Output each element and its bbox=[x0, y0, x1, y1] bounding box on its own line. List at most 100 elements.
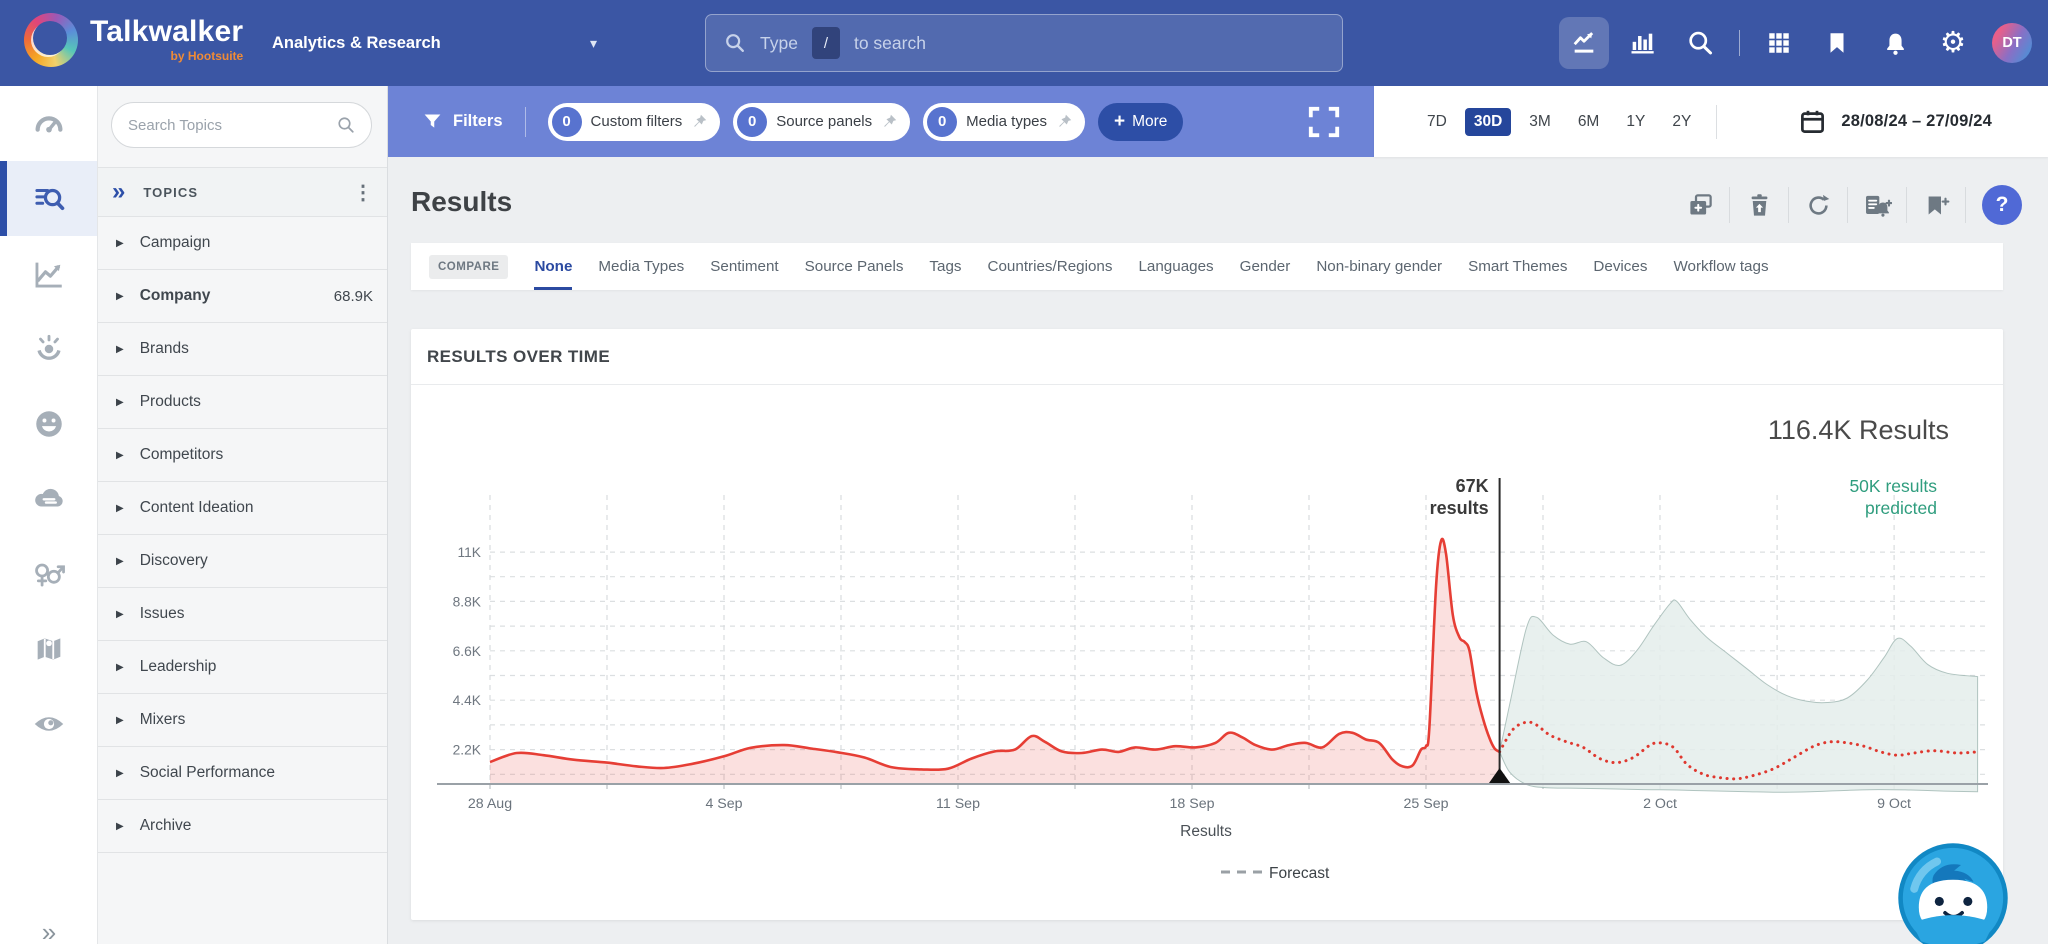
filter-chip[interactable]: 0 Media types bbox=[923, 102, 1085, 141]
results-area[interactable] bbox=[490, 538, 1500, 784]
expand-triangle-icon[interactable]: ▶ bbox=[116, 555, 124, 567]
rail-geography[interactable] bbox=[0, 611, 97, 686]
rail-influencers[interactable] bbox=[0, 311, 97, 386]
user-avatar[interactable]: DT bbox=[1992, 23, 2032, 63]
map-icon bbox=[37, 637, 60, 660]
expand-triangle-icon[interactable]: ▶ bbox=[116, 290, 124, 302]
kebab-menu-icon[interactable]: ⋮ bbox=[353, 181, 373, 204]
time-range-6m[interactable]: 6M bbox=[1577, 112, 1600, 130]
tab-source-panels[interactable]: Source Panels bbox=[804, 258, 904, 275]
legend-forecast[interactable]: Forecast bbox=[1269, 865, 1330, 882]
tab-gender[interactable]: Gender bbox=[1239, 258, 1291, 275]
tab-devices[interactable]: Devices bbox=[1593, 258, 1648, 275]
save-view-button[interactable] bbox=[1919, 188, 1953, 222]
date-range-picker[interactable]: 28/08/24 – 27/09/24 bbox=[1799, 108, 1992, 135]
expand-triangle-icon[interactable]: ▶ bbox=[116, 820, 124, 832]
expand-triangle-icon[interactable]: ▶ bbox=[116, 714, 124, 726]
tab-smart-themes[interactable]: Smart Themes bbox=[1468, 258, 1568, 275]
workspace-selector[interactable]: Analytics & Research bbox=[272, 33, 441, 52]
topic-list-item[interactable]: ▶ Products bbox=[98, 376, 387, 429]
actions-divider bbox=[1788, 187, 1789, 223]
tab-countries-regions[interactable]: Countries/Regions bbox=[987, 258, 1113, 275]
search-topics-input[interactable]: Search Topics bbox=[111, 102, 372, 148]
chat-assistant-button[interactable] bbox=[1896, 841, 2010, 944]
topic-label: Discovery bbox=[139, 552, 208, 569]
rail-dashboard[interactable] bbox=[0, 86, 97, 161]
rail-sentiment[interactable] bbox=[0, 386, 97, 461]
tab-workflow-tags[interactable]: Workflow tags bbox=[1673, 258, 1769, 275]
filter-chip[interactable]: 0 Custom filters bbox=[547, 102, 721, 141]
reports-button[interactable] bbox=[1617, 17, 1667, 69]
rail-word-cloud[interactable] bbox=[0, 461, 97, 536]
expand-triangle-icon[interactable]: ▶ bbox=[116, 661, 124, 673]
rail-monitoring[interactable] bbox=[0, 686, 97, 761]
filter-chip[interactable]: 0 Source panels bbox=[733, 102, 911, 141]
tab-tags[interactable]: Tags bbox=[929, 258, 962, 275]
add-to-dashboard-button[interactable] bbox=[1683, 188, 1717, 222]
more-filters-button[interactable]: + More bbox=[1098, 102, 1184, 141]
rail-trend-analytics[interactable] bbox=[0, 236, 97, 311]
help-button[interactable]: ? bbox=[1982, 185, 2022, 225]
expand-triangle-icon[interactable]: ▶ bbox=[116, 608, 124, 620]
topic-list-item[interactable]: ▶ Issues bbox=[98, 588, 387, 641]
global-search-input[interactable]: Type / to search bbox=[705, 14, 1343, 72]
topic-list-item[interactable]: ▶ Campaign bbox=[98, 217, 387, 270]
analytics-line-chart-button[interactable] bbox=[1559, 17, 1609, 69]
topic-label: Company bbox=[139, 287, 211, 304]
topic-list-item[interactable]: ▶ Content Ideation bbox=[98, 482, 387, 535]
forecast-confidence-band[interactable] bbox=[1499, 599, 1979, 793]
fullscreen-button[interactable] bbox=[1306, 104, 1342, 140]
talkwalker-logo[interactable]: Talkwalker by Hootsuite bbox=[24, 13, 243, 67]
rail-demographics[interactable] bbox=[0, 536, 97, 611]
chevron-down-icon[interactable]: ▾ bbox=[590, 34, 598, 51]
actions-divider bbox=[1906, 187, 1907, 223]
expand-triangle-icon[interactable]: ▶ bbox=[116, 767, 124, 779]
topics-panel-title: TOPICS bbox=[143, 184, 199, 200]
expand-triangle-icon[interactable]: ▶ bbox=[116, 502, 124, 514]
marker-triangle[interactable] bbox=[1487, 768, 1512, 785]
expand-triangle-icon[interactable]: ▶ bbox=[116, 396, 124, 408]
topic-list-item[interactable]: ▶ Leadership bbox=[98, 641, 387, 694]
time-range-7d[interactable]: 7D bbox=[1427, 112, 1447, 130]
create-alert-button[interactable] bbox=[1860, 188, 1894, 222]
topic-list-item[interactable]: ▶ Competitors bbox=[98, 429, 387, 482]
main-content: Filters 0 Custom filters 0 Source panels 0… bbox=[388, 86, 2048, 944]
tab-languages[interactable]: Languages bbox=[1138, 258, 1214, 275]
expand-triangle-icon[interactable]: ▶ bbox=[116, 237, 124, 249]
expand-triangle-icon[interactable]: ▶ bbox=[116, 449, 124, 461]
topic-list-item[interactable]: ▶ Social Performance bbox=[98, 747, 387, 800]
bookmarks-button[interactable] bbox=[1812, 17, 1862, 69]
search-icon bbox=[338, 117, 354, 133]
top-navbar: Talkwalker by Hootsuite Analytics & Rese… bbox=[0, 0, 2048, 86]
results-over-time-chart[interactable]: 2.2K 4.4K 6.6K 8.8K 11K 28 Aug 4 Sep 11 Sep 18 S… bbox=[425, 389, 2001, 909]
quick-search-button[interactable] bbox=[1675, 17, 1725, 69]
topic-list-item[interactable]: ▶ Brands bbox=[98, 323, 387, 376]
line-chart-icon bbox=[1573, 32, 1594, 53]
tab-sentiment[interactable]: Sentiment bbox=[710, 258, 779, 275]
compare-toggle[interactable]: COMPARE bbox=[429, 254, 509, 279]
results-line[interactable] bbox=[489, 537, 1501, 772]
collapse-panel-icon[interactable]: » bbox=[112, 178, 126, 205]
time-range-2y[interactable]: 2Y bbox=[1672, 112, 1692, 130]
filters-button[interactable]: Filters bbox=[453, 112, 503, 130]
time-range-1y[interactable]: 1Y bbox=[1626, 112, 1646, 130]
notifications-button[interactable] bbox=[1870, 17, 1920, 69]
clean-data-button[interactable] bbox=[1742, 188, 1776, 222]
apps-menu-button[interactable] bbox=[1754, 17, 1804, 69]
refresh-button[interactable] bbox=[1801, 188, 1835, 222]
topic-list-item[interactable]: ▶ Discovery bbox=[98, 535, 387, 588]
tab-media-types[interactable]: Media Types bbox=[598, 258, 685, 275]
rail-topics-search[interactable] bbox=[0, 161, 97, 236]
rail-expand-icon[interactable]: » bbox=[41, 917, 57, 944]
topic-label: Mixers bbox=[139, 711, 186, 728]
tab-non-binary-gender[interactable]: Non-binary gender bbox=[1316, 258, 1443, 275]
topic-list-item[interactable]: ▶ Company 68.9K bbox=[98, 270, 387, 323]
time-range-3m[interactable]: 3M bbox=[1529, 112, 1551, 130]
expand-triangle-icon[interactable]: ▶ bbox=[116, 343, 124, 355]
topic-list-item[interactable]: ▶ Mixers bbox=[98, 694, 387, 747]
tab-none[interactable]: None bbox=[534, 243, 573, 290]
forecast-line[interactable] bbox=[1498, 720, 1980, 781]
time-range-30d[interactable]: 30D bbox=[1464, 107, 1512, 136]
settings-button[interactable]: ⚙ bbox=[1928, 17, 1978, 69]
topic-list-item[interactable]: ▶ Archive bbox=[98, 800, 387, 853]
